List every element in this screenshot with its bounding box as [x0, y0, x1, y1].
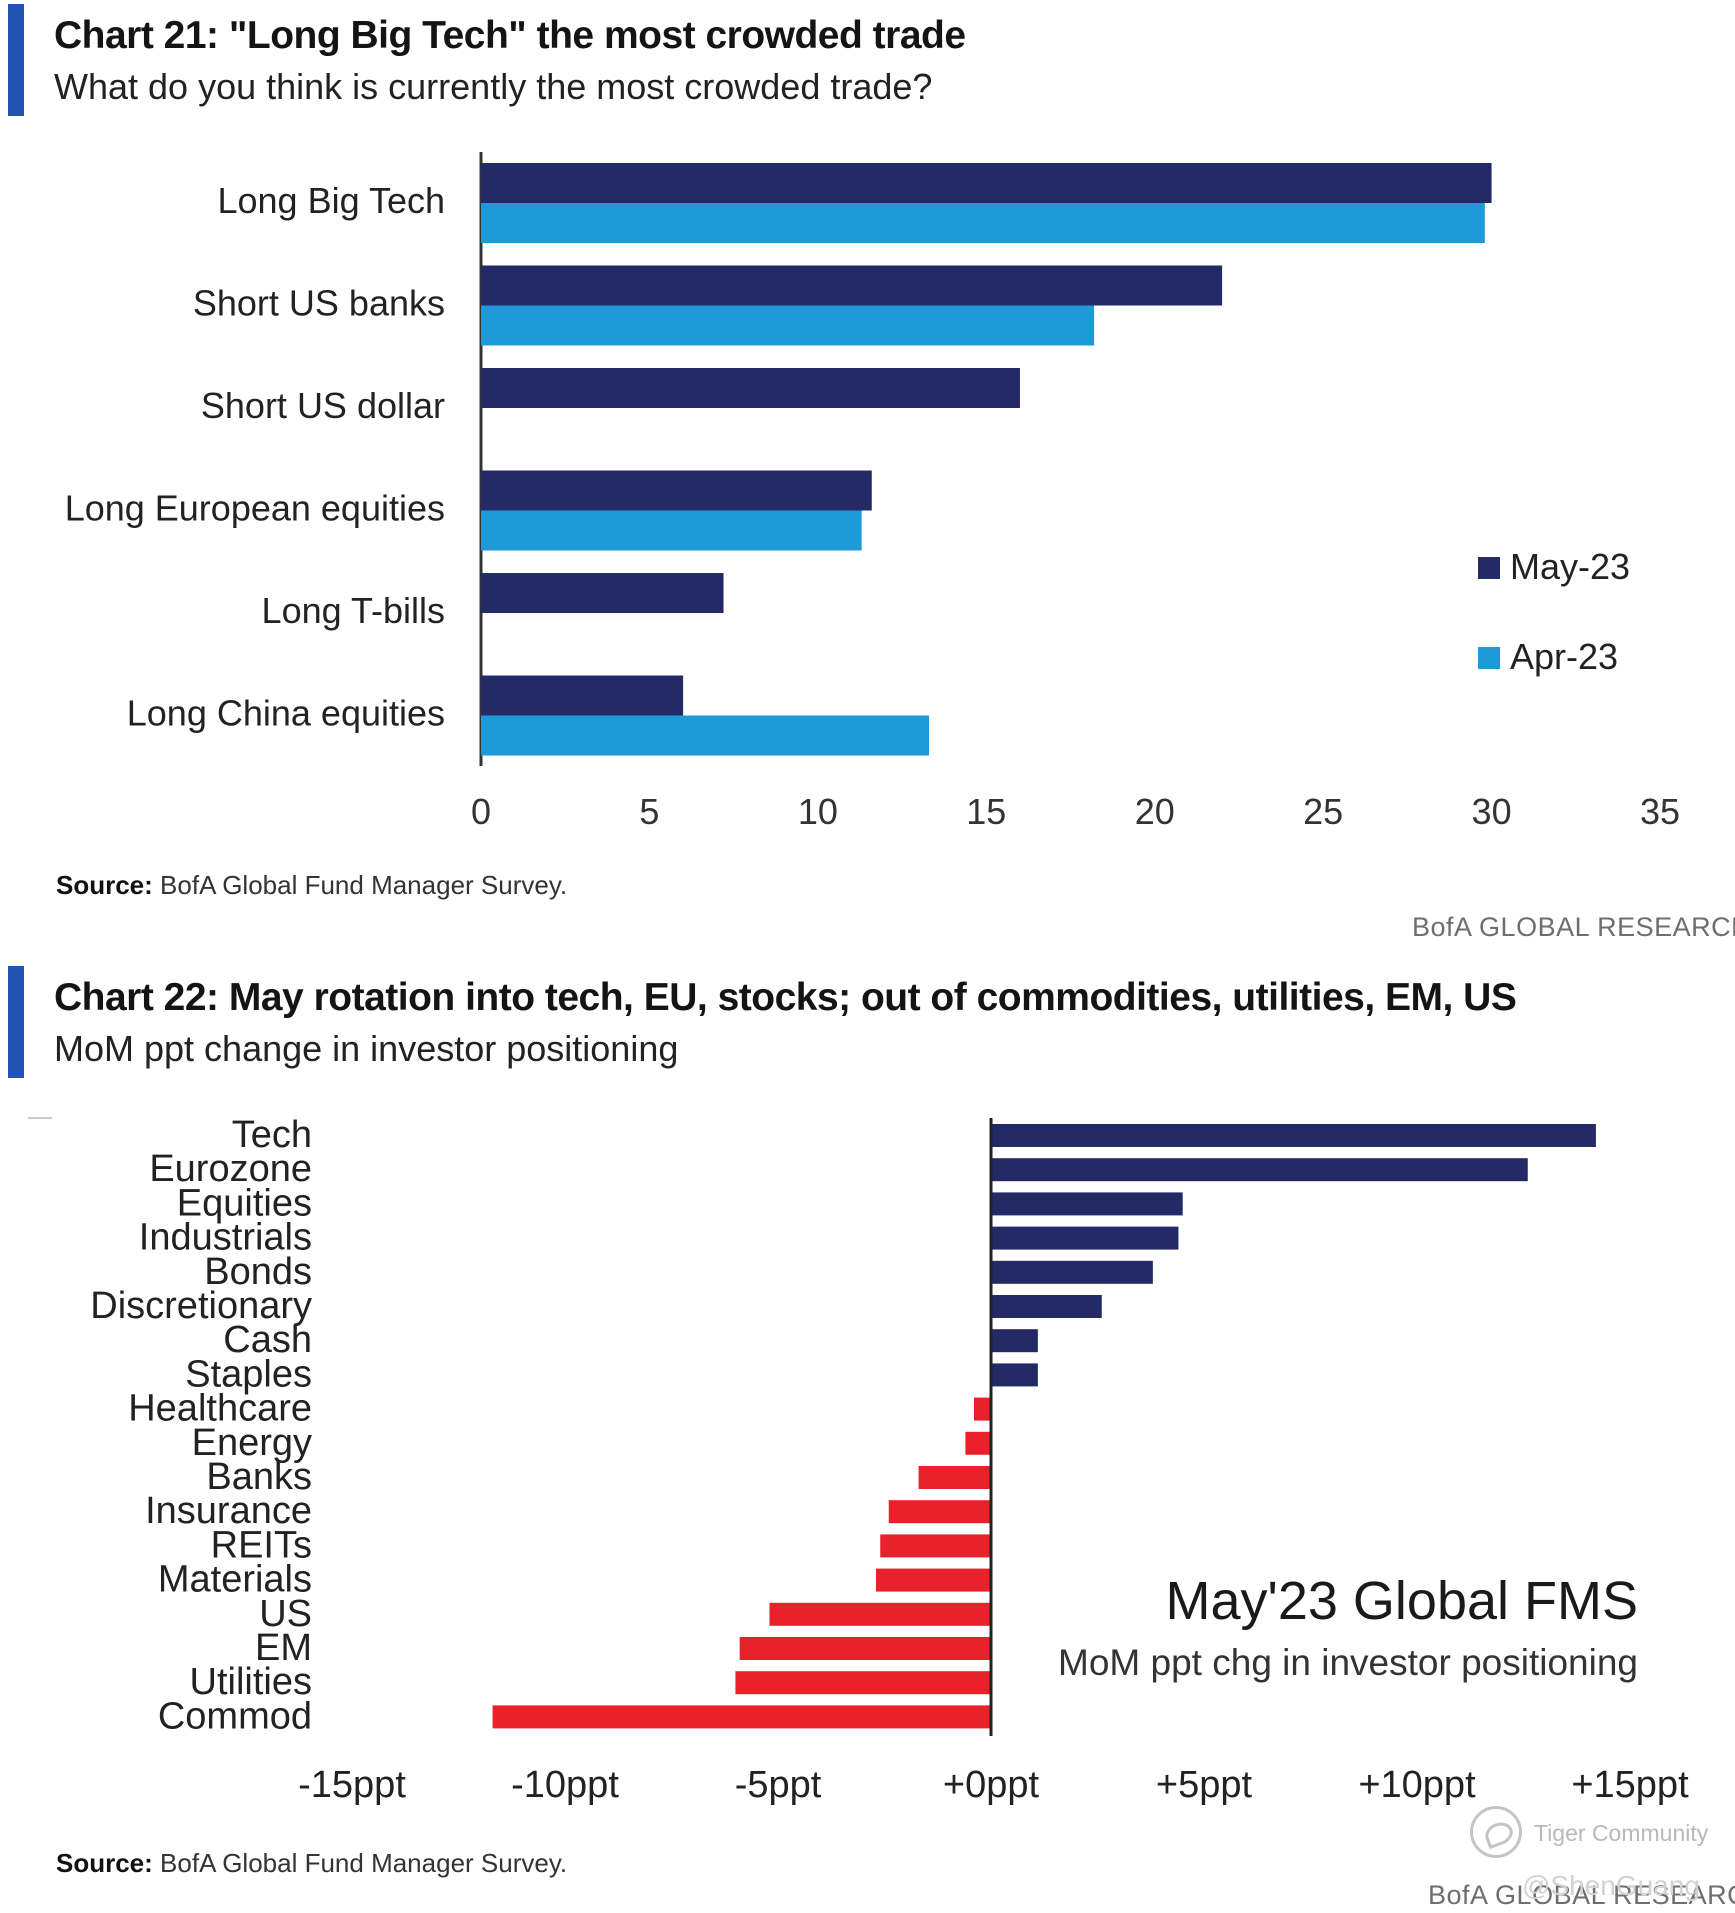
- bar-commod: [492, 1705, 991, 1729]
- bar-staples: [991, 1363, 1038, 1387]
- category-label-commod: Commod: [158, 1695, 312, 1737]
- x-tick-label-20: 20: [1135, 791, 1175, 832]
- bar-tech: [991, 1124, 1596, 1147]
- bar-discretionary: [991, 1295, 1102, 1318]
- bar-materials: [875, 1568, 991, 1592]
- category-label-long-t-bills: Long T-bills: [262, 590, 445, 631]
- chart22-title: Chart 22: May rotation into tech, EU, st…: [54, 976, 1517, 1019]
- tiger-community-watermark: Tiger Community @ShenGuang: [1470, 1806, 1720, 1901]
- bar-may-23-long-big-tech: [481, 163, 1492, 203]
- bar-us: [769, 1602, 991, 1626]
- bar-utilities: [735, 1671, 991, 1695]
- category-label-long-china-equities: Long China equities: [127, 693, 445, 734]
- x-tick-label-30: 30: [1472, 791, 1512, 832]
- x-tick-label-0: 0: [471, 791, 491, 832]
- x-tick-label-15ppt: -15ppt: [298, 1764, 406, 1806]
- category-label-eurozone: Eurozone: [149, 1148, 312, 1190]
- legend-swatch-apr23: [1478, 647, 1500, 669]
- legend-label-apr23: Apr-23: [1510, 636, 1618, 677]
- category-label-staples: Staples: [185, 1353, 312, 1395]
- bar-cash: [991, 1329, 1038, 1353]
- chart21-source-text: BofA Global Fund Manager Survey.: [160, 870, 568, 900]
- chart22-source-label: Source:: [56, 1848, 153, 1878]
- category-label-long-european-equities: Long European equities: [65, 488, 445, 529]
- x-tick-label-15ppt: +15ppt: [1571, 1764, 1689, 1806]
- x-tick-label-10ppt: -10ppt: [511, 1764, 619, 1806]
- bar-apr-23-long-big-tech: [481, 203, 1485, 243]
- bar-energy: [965, 1431, 991, 1455]
- bar-industrials: [991, 1226, 1179, 1250]
- bar-apr-23-long-european-equities: [481, 510, 862, 551]
- chart21-source: Source: BofA Global Fund Manager Survey.: [56, 870, 567, 901]
- category-label-short-us-banks: Short US banks: [193, 283, 445, 324]
- x-tick-label-0ppt: +0ppt: [943, 1764, 1040, 1806]
- category-label-short-us-dollar: Short US dollar: [201, 385, 445, 426]
- watermark-community-text: Tiger Community: [1534, 1820, 1709, 1846]
- category-label-long-big-tech: Long Big Tech: [217, 180, 445, 221]
- category-label-equities: Equities: [177, 1182, 312, 1224]
- chart22-source: Source: BofA Global Fund Manager Survey.: [56, 1848, 567, 1879]
- category-label-cash: Cash: [223, 1319, 312, 1361]
- category-label-utilities: Utilities: [190, 1661, 312, 1703]
- category-label-us: US: [259, 1593, 312, 1635]
- chart21-accent-bar: [8, 4, 24, 116]
- watermark-user-text: @ShenGuang: [1522, 1870, 1700, 1901]
- bar-may-23-long-china-equities: [481, 675, 684, 716]
- x-tick-label-10: 10: [798, 791, 838, 832]
- bar-may-23-long-european-equities: [481, 470, 872, 511]
- chart22-source-text: BofA Global Fund Manager Survey.: [160, 1848, 568, 1878]
- chart21-plot: Long Big Tech Short US banks Short US doll…: [65, 152, 1680, 832]
- bar-healthcare: [973, 1397, 991, 1421]
- category-label-reits: REITs: [211, 1524, 312, 1566]
- bar-eurozone: [991, 1158, 1528, 1182]
- tiger-community-logo-icon: [1470, 1806, 1522, 1858]
- chart22-annotation-title: May'23 Global FMS: [1166, 1571, 1638, 1631]
- category-label-industrials: Industrials: [139, 1217, 312, 1259]
- chart22-plot: TechEurozoneEquitiesIndustrialsBondsDisc…: [28, 1114, 1689, 1806]
- category-label-em: EM: [255, 1627, 312, 1669]
- category-label-insurance: Insurance: [145, 1490, 312, 1532]
- chart22-accent-bar: [8, 966, 24, 1078]
- bar-em: [739, 1637, 991, 1660]
- x-tick-label-15: 15: [966, 791, 1006, 832]
- x-tick-label-10ppt: +10ppt: [1358, 1764, 1476, 1806]
- bar-reits: [880, 1534, 991, 1558]
- bar-may-23-long-t-bills: [481, 573, 724, 613]
- legend-swatch-may23: [1478, 557, 1500, 579]
- category-label-healthcare: Healthcare: [128, 1388, 312, 1430]
- chart22-subtitle: MoM ppt change in investor positioning: [54, 1028, 679, 1069]
- bar-apr-23-short-us-banks: [481, 305, 1095, 346]
- category-label-bonds: Bonds: [204, 1251, 312, 1293]
- bar-banks: [918, 1466, 991, 1489]
- legend-label-may23: May-23: [1510, 546, 1630, 587]
- bar-apr-23-long-china-equities: [481, 715, 930, 756]
- bar-may-23-short-us-banks: [481, 265, 1223, 306]
- x-tick-label-5ppt: -5ppt: [735, 1764, 822, 1806]
- category-label-banks: Banks: [206, 1456, 312, 1498]
- chart22-annotation-subtitle: MoM ppt chg in investor positioning: [1058, 1642, 1638, 1683]
- category-label-materials: Materials: [158, 1559, 312, 1601]
- category-label-energy: Energy: [192, 1422, 312, 1464]
- x-tick-label-5ppt: +5ppt: [1156, 1764, 1253, 1806]
- chart21-title: Chart 21: "Long Big Tech" the most crowd…: [54, 14, 966, 57]
- chart21-source-label: Source:: [56, 870, 153, 900]
- category-label-discretionary: Discretionary: [90, 1285, 312, 1327]
- chart21-brand: BofA GLOBAL RESEARCH: [1412, 912, 1735, 942]
- x-tick-label-35: 35: [1640, 791, 1680, 832]
- bar-equities: [991, 1192, 1183, 1216]
- chart21-subtitle: What do you think is currently the most …: [54, 66, 933, 107]
- chart22-brand: BofA GLOBAL RESEARCH: [1428, 1880, 1735, 1910]
- bar-may-23-short-us-dollar: [481, 368, 1020, 408]
- x-tick-label-5: 5: [639, 791, 659, 832]
- bar-insurance: [888, 1500, 991, 1524]
- bar-bonds: [991, 1260, 1153, 1284]
- category-label-tech: Tech: [232, 1114, 312, 1156]
- x-tick-label-25: 25: [1303, 791, 1343, 832]
